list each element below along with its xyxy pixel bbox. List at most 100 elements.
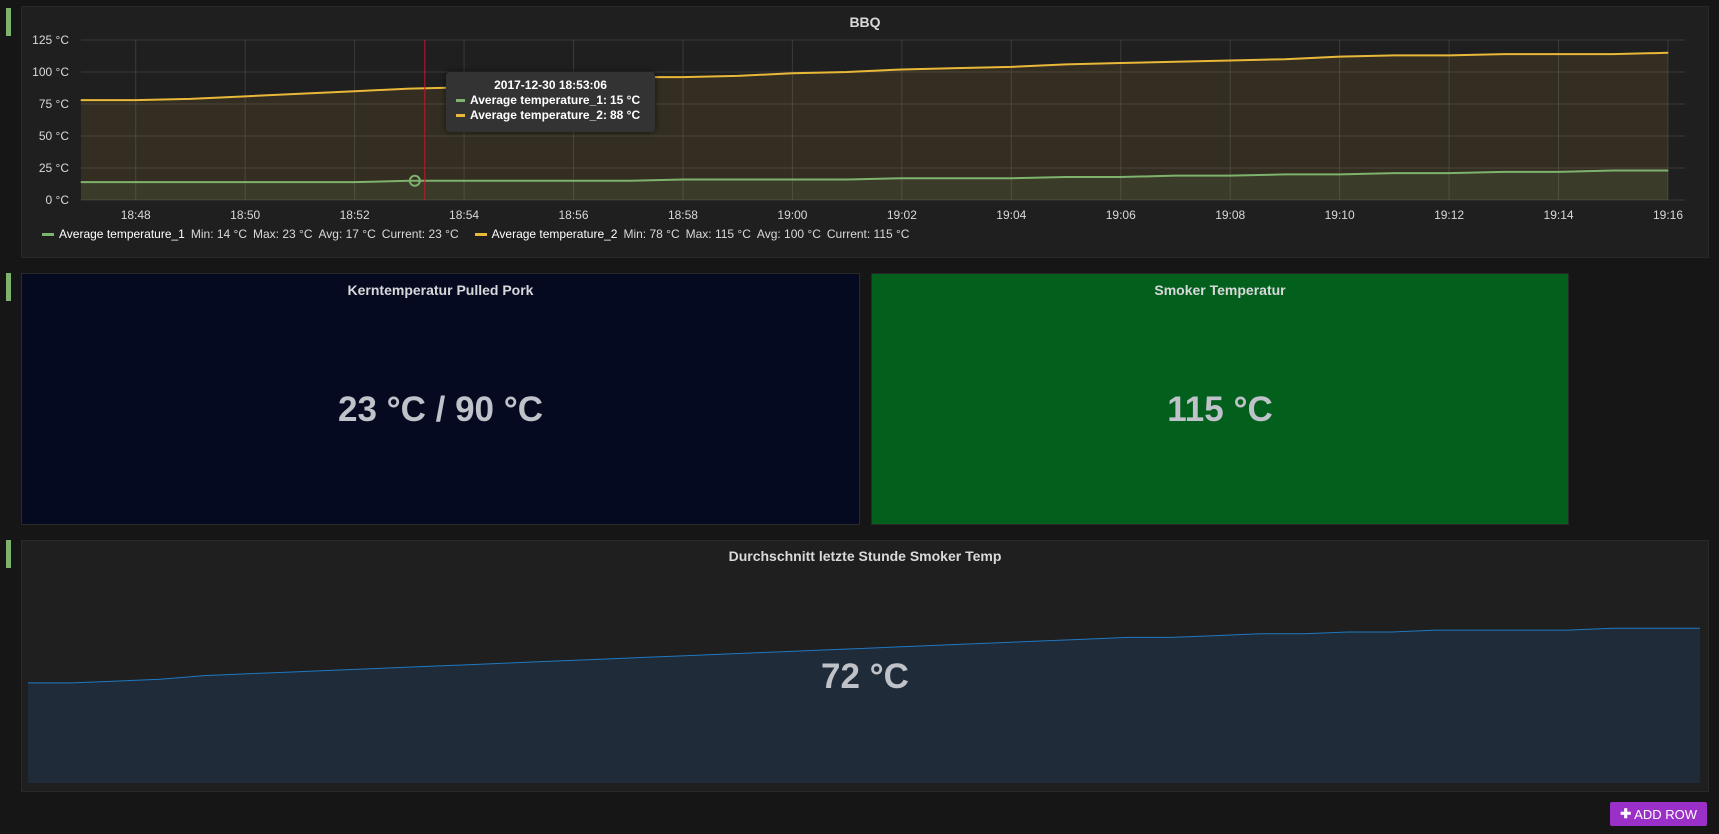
legend-item-series2[interactable]: Average temperature_2 Min: 78 °C Max: 11… xyxy=(474,227,916,241)
x-tick-label: 19:06 xyxy=(1105,208,1136,222)
x-tick-label: 18:58 xyxy=(667,208,698,222)
add-row-label: ADD ROW xyxy=(1634,806,1697,822)
data-point xyxy=(1503,53,1505,55)
series2-swatch xyxy=(456,113,465,117)
y-tick-label: 125 °C xyxy=(32,33,69,47)
row-1-marker[interactable] xyxy=(6,8,11,36)
data-point xyxy=(244,95,246,97)
legend-series-name[interactable]: Average temperature_2 xyxy=(491,227,618,241)
series-area xyxy=(81,170,1668,200)
sparkline-line xyxy=(28,627,1700,684)
data-point xyxy=(135,99,137,101)
data-point xyxy=(1448,54,1450,56)
x-tick-label: 19:10 xyxy=(1324,208,1355,222)
data-point xyxy=(244,181,246,183)
data-point xyxy=(737,75,739,77)
stat-value: 23 °C / 90 °C xyxy=(337,390,544,429)
x-tick-label: 18:48 xyxy=(120,208,151,222)
data-point xyxy=(791,178,794,181)
x-tick-label: 19:14 xyxy=(1543,208,1574,222)
x-tick-label: 19:12 xyxy=(1434,208,1465,222)
plus-icon: ✚ xyxy=(1620,806,1632,821)
data-point xyxy=(135,181,137,183)
x-tick-label: 19:04 xyxy=(996,208,1027,222)
tooltip-series-name: Average temperature_2: xyxy=(470,108,607,122)
legend-item-series1[interactable]: Average temperature_1 Min: 14 °C Max: 23… xyxy=(42,227,465,241)
x-tick-label: 19:02 xyxy=(886,208,917,222)
data-point xyxy=(791,72,794,74)
data-point xyxy=(682,178,684,181)
data-point xyxy=(846,178,848,181)
data-point xyxy=(737,178,739,181)
panel-title[interactable]: Smoker Temperatur xyxy=(1154,282,1286,298)
legend-min: Min: 14 °C xyxy=(190,227,248,241)
x-tick-label: 19:16 xyxy=(1652,208,1684,222)
sparkline-area xyxy=(28,628,1700,783)
x-tick-label: 19:08 xyxy=(1215,208,1246,222)
data-point xyxy=(408,88,410,90)
data-point xyxy=(1120,62,1122,64)
kern-temp-panel[interactable]: Kerntemperatur Pulled Pork 23 °C / 90 °C xyxy=(21,273,860,525)
panel-title[interactable]: Durchschnitt letzte Stunde Smoker Temp xyxy=(728,548,1002,564)
add-row-button[interactable]: ✚ ADD ROW xyxy=(1610,802,1707,826)
data-point xyxy=(518,180,520,182)
panel-title[interactable]: BBQ xyxy=(849,14,881,30)
avg-smoker-panel[interactable]: Durchschnitt letzte Stunde Smoker Temp 7… xyxy=(21,540,1709,792)
legend-max: Max: 115 °C xyxy=(685,227,751,241)
bbq-chart[interactable] xyxy=(0,0,1719,260)
data-point xyxy=(572,180,575,182)
data-point xyxy=(1120,176,1122,178)
row-3-marker[interactable] xyxy=(6,540,11,568)
sparkline xyxy=(28,627,1700,783)
row-2-marker[interactable] xyxy=(6,273,11,301)
tooltip-series-value: 88 °C xyxy=(610,108,641,122)
data-point xyxy=(299,181,301,183)
series1-swatch xyxy=(42,232,54,236)
series-line xyxy=(81,51,1669,102)
data-point xyxy=(1393,172,1395,174)
data-point xyxy=(1339,173,1341,175)
data-point xyxy=(1557,53,1560,55)
bbq-graph-panel[interactable]: BBQ xyxy=(21,6,1709,258)
panel-title[interactable]: Kerntemperatur Pulled Pork xyxy=(347,282,534,298)
data-point xyxy=(189,98,192,100)
data-point xyxy=(1503,171,1505,173)
legend-current: Current: 115 °C xyxy=(826,227,910,241)
smoker-temp-panel[interactable]: Smoker Temperatur 115 °C xyxy=(871,273,1569,525)
data-point xyxy=(463,180,465,182)
y-tick-label: 50 °C xyxy=(38,129,69,143)
series2-swatch xyxy=(474,232,487,236)
y-tick-label: 0 °C xyxy=(45,193,69,207)
legend-avg: Avg: 100 °C xyxy=(756,227,821,241)
data-point xyxy=(1284,173,1286,175)
data-point xyxy=(682,76,684,78)
data-point xyxy=(1284,58,1286,60)
x-tick-label: 19:00 xyxy=(777,208,808,222)
data-point xyxy=(1667,52,1669,54)
data-point xyxy=(955,177,958,179)
hover-point-marker xyxy=(408,174,421,187)
data-point xyxy=(901,177,903,179)
x-tick-label: 18:54 xyxy=(449,208,480,222)
data-point xyxy=(627,180,629,182)
data-point xyxy=(354,90,356,92)
data-point xyxy=(1174,175,1177,177)
data-point xyxy=(80,181,82,183)
legend-current: Current: 23 °C xyxy=(381,227,459,241)
series1-swatch xyxy=(456,98,465,102)
legend-max: Max: 23 °C xyxy=(253,227,313,241)
data-point xyxy=(1065,63,1067,65)
chart-legend: Average temperature_1 Min: 14 °C Max: 23… xyxy=(42,227,925,241)
series-line xyxy=(81,169,1668,184)
chart-tooltip: 2017-12-30 18:53:06 Average temperature_… xyxy=(446,72,655,132)
data-point xyxy=(299,93,301,95)
legend-series-name[interactable]: Average temperature_1 xyxy=(59,227,185,241)
data-point xyxy=(1612,169,1614,172)
data-point xyxy=(80,99,82,101)
tooltip-row: Average temperature_1: 15 °C xyxy=(446,93,655,107)
legend-avg: Avg: 17 °C xyxy=(318,227,376,241)
tooltip-row: Average temperature_2: 88 °C xyxy=(446,108,655,122)
y-tick-label: 25 °C xyxy=(38,161,69,175)
stat-value: 115 °C xyxy=(1167,390,1273,429)
data-point xyxy=(1229,59,1231,62)
